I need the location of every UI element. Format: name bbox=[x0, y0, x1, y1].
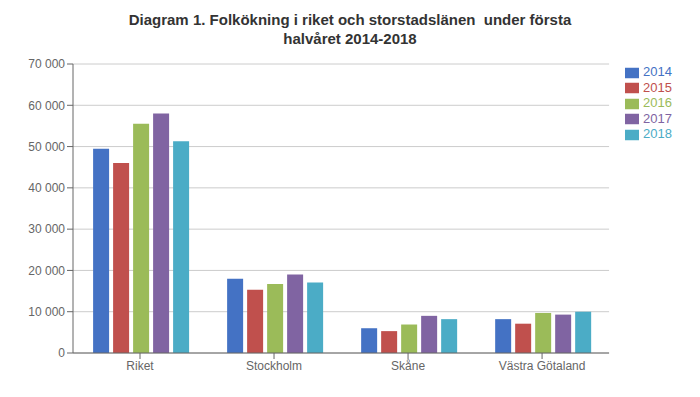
svg-text:50 000: 50 000 bbox=[28, 140, 65, 154]
svg-text:70 000: 70 000 bbox=[28, 57, 65, 71]
svg-text:60 000: 60 000 bbox=[28, 99, 65, 113]
svg-text:Stockholm: Stockholm bbox=[246, 359, 302, 373]
html-text:Diagram 1. Folkökning i riket: Diagram 1. Folkökning i riket och storst… bbox=[128, 11, 572, 47]
svg-text:Västra Götaland: Västra Götaland bbox=[499, 359, 586, 373]
html-text:2017: 2017 bbox=[643, 110, 672, 126]
html-text:2016: 2016 bbox=[643, 95, 672, 111]
svg-text:20 000: 20 000 bbox=[28, 264, 65, 278]
svg-text:Riket: Riket bbox=[126, 359, 154, 373]
svg-text:30 000: 30 000 bbox=[28, 222, 65, 236]
html-text:2014: 2014 bbox=[643, 64, 672, 79]
svg-text:10 000: 10 000 bbox=[28, 305, 65, 319]
html-text:2018: 2018 bbox=[643, 126, 672, 142]
svg-text:0: 0 bbox=[58, 346, 65, 360]
svg-text:Skåne: Skåne bbox=[391, 359, 425, 373]
svg-text:40 000: 40 000 bbox=[28, 181, 65, 195]
html-text:2015: 2015 bbox=[643, 79, 672, 95]
